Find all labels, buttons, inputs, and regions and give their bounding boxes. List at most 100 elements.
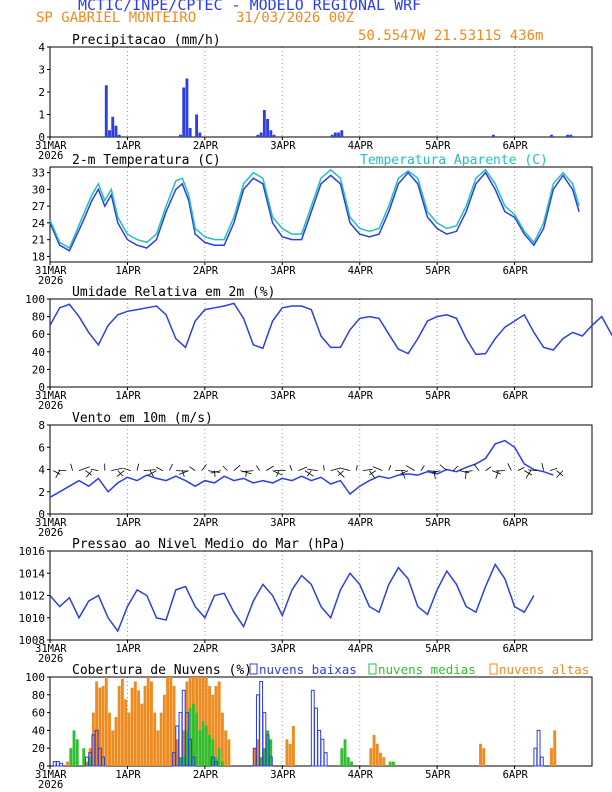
x-tick-label: 31MAR [35, 769, 67, 781]
bar [91, 712, 95, 766]
y-tick-label: 80 [32, 311, 45, 324]
bar [204, 677, 208, 766]
temp-title: 2-m Temperatura (C) [72, 153, 221, 168]
bar [372, 734, 376, 766]
wind-direction-arrow [420, 465, 425, 471]
y-tick-label: 18 [32, 250, 45, 263]
wind-direction-arrow [556, 470, 564, 478]
wind-direction-arrow [524, 470, 533, 476]
bar [150, 681, 153, 766]
rh-panel [47, 298, 612, 390]
wind-direction-arrow [222, 465, 228, 471]
x-year-label: 2026 [38, 400, 63, 412]
x-tick-label: 3APR [270, 390, 296, 402]
bar [69, 748, 73, 766]
location-coordinates: 50.5547W 21.5311S 436m [358, 28, 544, 44]
temp-frame [49, 166, 593, 263]
bar [182, 730, 186, 766]
bar [111, 730, 115, 766]
temp-panel [47, 166, 593, 265]
bar [482, 748, 486, 766]
bar [108, 130, 111, 137]
bar [262, 748, 266, 766]
bar [204, 725, 208, 766]
pressure-panel [47, 550, 593, 643]
x-tick-label: 2APR [193, 769, 219, 781]
bar [101, 756, 105, 767]
precip-panel [47, 46, 593, 140]
run-datetime: 31/03/2026 00Z [236, 10, 355, 26]
wind-direction-arrow [406, 465, 415, 471]
bar [188, 708, 192, 766]
y-tick-label: 100 [25, 671, 45, 684]
wind-direction-arrow [473, 463, 480, 471]
bar [124, 699, 128, 766]
y-tick-label: 2 [38, 86, 45, 99]
bar [536, 729, 541, 767]
bar [172, 685, 176, 766]
bar [375, 743, 379, 766]
x-tick-label: 5APR [425, 390, 451, 402]
y-tick-label: 0 [38, 131, 45, 144]
bar [268, 756, 273, 767]
x-tick-label: 2APR [193, 140, 219, 152]
bar [101, 685, 105, 766]
bar [182, 757, 186, 766]
y-tick-label: 1010 [19, 612, 46, 625]
x-tick-label: 1APR [115, 390, 141, 402]
wind-direction-arrow [541, 462, 544, 471]
series-line [49, 439, 554, 498]
bar [179, 757, 182, 766]
x-tick-label: 2APR [193, 643, 219, 655]
wind-direction-arrow [117, 470, 123, 477]
bar [143, 685, 147, 766]
y-tick-label: 1014 [19, 567, 46, 580]
bar [269, 130, 273, 137]
bar [343, 739, 347, 766]
x-tick-label: 6APR [503, 140, 529, 152]
pressure-title: Pressao ao Nivel Medio do Mar (hPa) [72, 537, 346, 552]
wind-direction-arrow [495, 470, 499, 479]
bar [314, 707, 318, 767]
wind-direction-arrow [400, 470, 409, 475]
x-year-label: 2026 [38, 653, 63, 665]
bar [272, 134, 276, 137]
wind-direction-arrow [201, 464, 207, 471]
wind-direction-arrow [208, 470, 220, 473]
x-tick-label: 4APR [348, 265, 374, 277]
bar [262, 110, 266, 137]
clouds-panel [47, 663, 593, 769]
y-tick-label: 80 [32, 689, 45, 702]
x-tick-label: 4APR [348, 769, 374, 781]
bar [539, 756, 544, 767]
bar [479, 743, 482, 766]
x-tick-label: 5APR [425, 517, 451, 529]
bar [182, 87, 186, 137]
bar [253, 748, 257, 766]
bar [114, 125, 118, 137]
bar [340, 748, 344, 766]
bar [320, 738, 325, 767]
y-tick-label: 21 [32, 234, 45, 247]
wind-direction-arrow [356, 464, 358, 471]
wind-direction-arrow [78, 466, 90, 471]
x-tick-label: 31MAR [35, 390, 67, 402]
y-tick-label: 4 [38, 464, 45, 477]
bar [188, 738, 193, 767]
x-tick-label: 31MAR [35, 140, 67, 152]
rh-title: Umidade Relativa em 2m (%) [72, 285, 276, 300]
y-tick-label: 20 [32, 742, 45, 755]
wind-title: Vento em 10m (m/s) [72, 411, 213, 426]
bar [188, 128, 192, 137]
bar [208, 685, 211, 766]
x-tick-label: 31MAR [35, 265, 67, 277]
bar [66, 761, 70, 766]
bar [211, 739, 215, 766]
wind-direction-arrow [372, 466, 383, 471]
bar [201, 721, 205, 766]
legend-swatch [368, 663, 377, 675]
bar [220, 761, 224, 766]
bar [127, 712, 131, 766]
bar [337, 132, 341, 137]
